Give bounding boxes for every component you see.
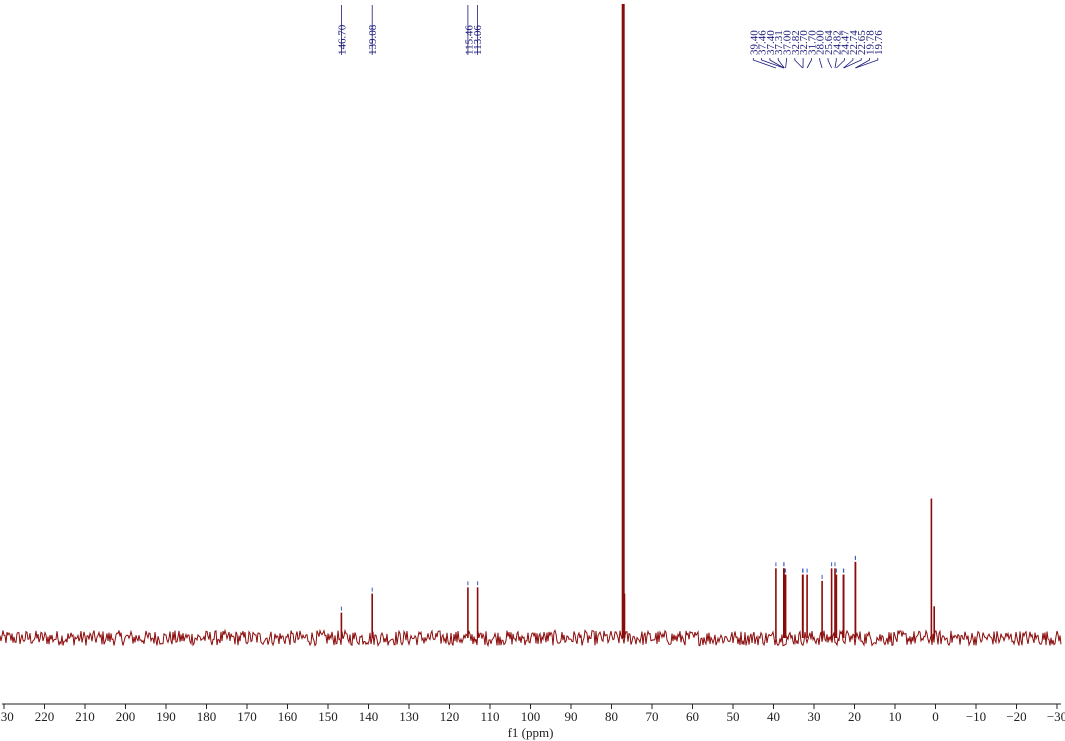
- x-tick-label: 110: [480, 709, 499, 724]
- peak-label: 19.76: [873, 30, 885, 55]
- peak-layer: [340, 4, 936, 638]
- x-tick-label: 200: [116, 709, 136, 724]
- peak-label-leader: [785, 58, 787, 69]
- x-tick-label: 0: [932, 709, 939, 724]
- x-tick-label: 20: [848, 709, 861, 724]
- peak-label-leader: [769, 58, 785, 69]
- x-axis: 2302202102001901801701601501401301201101…: [0, 703, 1065, 740]
- peak-label: 146.70: [336, 24, 348, 55]
- x-tick-label: −20: [1006, 709, 1026, 724]
- peak-label-leader: [827, 58, 832, 69]
- peak-label-leader: [836, 58, 845, 69]
- peak-label-leader: [761, 58, 784, 69]
- x-tick-label: 150: [318, 709, 338, 724]
- peak-label: 37.46: [757, 30, 769, 55]
- peak-label-leader: [806, 58, 812, 69]
- peak-label: 24.47: [840, 30, 852, 55]
- peak-label-leader: [819, 58, 823, 69]
- peak-label: 19.78: [865, 30, 877, 55]
- peak-label: 32.82: [790, 30, 802, 55]
- peak-label: 25.64: [823, 30, 835, 55]
- x-tick-label: 160: [278, 709, 298, 724]
- x-tick-label: 30: [808, 709, 821, 724]
- x-axis-title: f1 (ppm): [508, 725, 554, 740]
- x-tick-label: 120: [440, 709, 460, 724]
- x-tick-label: −30: [1047, 709, 1065, 724]
- x-axis-ticks: 2302202102001901801701601501401301201101…: [0, 704, 1065, 724]
- x-tick-label: 10: [889, 709, 902, 724]
- x-tick-label: 40: [767, 709, 780, 724]
- x-tick-label: 80: [605, 709, 618, 724]
- peak-label: 139.08: [367, 24, 379, 55]
- peak-label: 31.70: [806, 30, 818, 55]
- peak-label-leader: [794, 58, 803, 69]
- peak-label: 115.46: [464, 25, 476, 55]
- x-tick-label: 190: [156, 709, 176, 724]
- x-tick-label: 100: [521, 709, 541, 724]
- peak-label: 32.70: [798, 30, 810, 55]
- peak-label: 24.82: [831, 30, 843, 55]
- x-tick-label: 140: [359, 709, 379, 724]
- x-tick-label: 230: [0, 709, 14, 724]
- peak-label-leader: [834, 58, 837, 69]
- x-tick-label: 50: [727, 709, 740, 724]
- peak-label: 22.65: [856, 30, 868, 55]
- spectrum-baseline-trace: [0, 628, 1062, 648]
- peak-label-leader: [843, 58, 854, 69]
- x-tick-label: 210: [75, 709, 95, 724]
- x-tick-label: 60: [686, 709, 699, 724]
- peak-label: 39.40: [748, 30, 760, 55]
- plot-area: [0, 4, 1062, 648]
- peak-label: 37.00: [782, 30, 794, 55]
- peak-label: 22.74: [848, 30, 860, 55]
- x-tick-label: 70: [646, 709, 659, 724]
- x-tick-label: 130: [399, 709, 419, 724]
- peak-label-leader: [752, 58, 777, 69]
- x-tick-label: 180: [197, 709, 217, 724]
- peak-label-leader: [855, 58, 879, 69]
- peak-label: 37.40: [765, 30, 777, 55]
- peak-label: 37.31: [773, 30, 785, 55]
- x-tick-label: 90: [565, 709, 578, 724]
- peak-label: 28.00: [815, 30, 827, 55]
- x-tick-label: −10: [966, 709, 986, 724]
- x-tick-label: 170: [237, 709, 257, 724]
- peak-label-leader: [777, 58, 785, 69]
- x-tick-label: 220: [35, 709, 55, 724]
- peak-label-leader: [843, 58, 862, 69]
- peak-label-leader: [855, 58, 870, 69]
